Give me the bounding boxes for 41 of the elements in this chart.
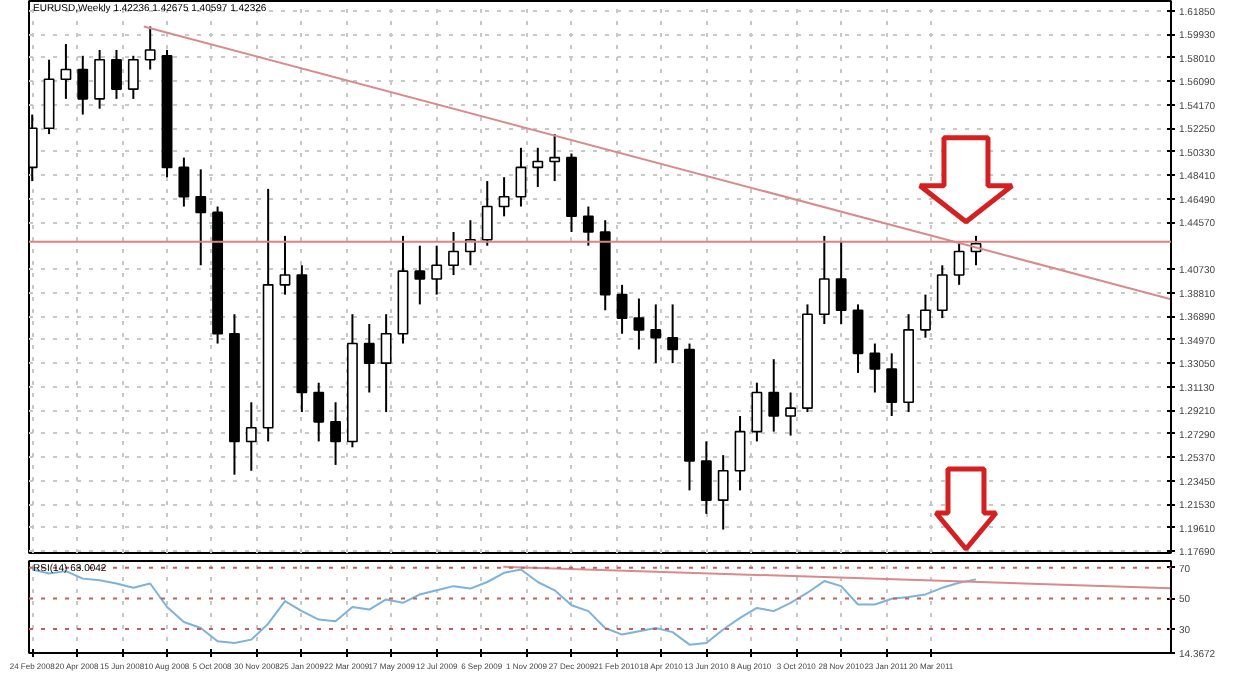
candlestick [279,234,291,296]
candlestick [667,303,679,365]
candlestick [414,244,426,306]
candlestick [616,283,628,335]
candlestick [111,48,122,100]
candlestick [582,205,594,247]
candlestick [144,25,156,71]
candlestick [431,244,443,296]
candlestick [195,168,207,267]
candlestick [549,133,561,183]
candlestick [532,146,544,188]
candlestick [363,322,375,394]
candlestick [60,43,72,100]
candlestick [127,54,139,100]
candlestick [785,391,797,437]
candlestick [869,342,881,394]
candlestick [768,358,780,433]
candlestick [481,180,493,247]
candlestick [953,240,965,286]
candlestick [700,440,712,515]
candlestick [515,146,527,208]
candlestick [313,381,325,443]
candlestick [77,54,89,116]
candlestick [380,313,392,414]
candlestick [886,352,898,417]
candlestick [498,176,510,218]
candlestick [734,414,746,492]
candlestick [852,303,864,374]
candlestick [448,230,459,277]
candlestick [245,401,257,472]
candlestick [936,264,948,320]
candlestick [717,454,729,531]
candlestick [835,240,847,325]
candlestick [330,401,341,466]
candlestick [818,234,830,325]
candlestick [751,381,763,443]
candlestick [633,297,645,351]
candlestick [94,48,106,110]
candlestick [919,293,931,339]
candlestick [650,303,662,365]
candlestick [178,156,190,208]
